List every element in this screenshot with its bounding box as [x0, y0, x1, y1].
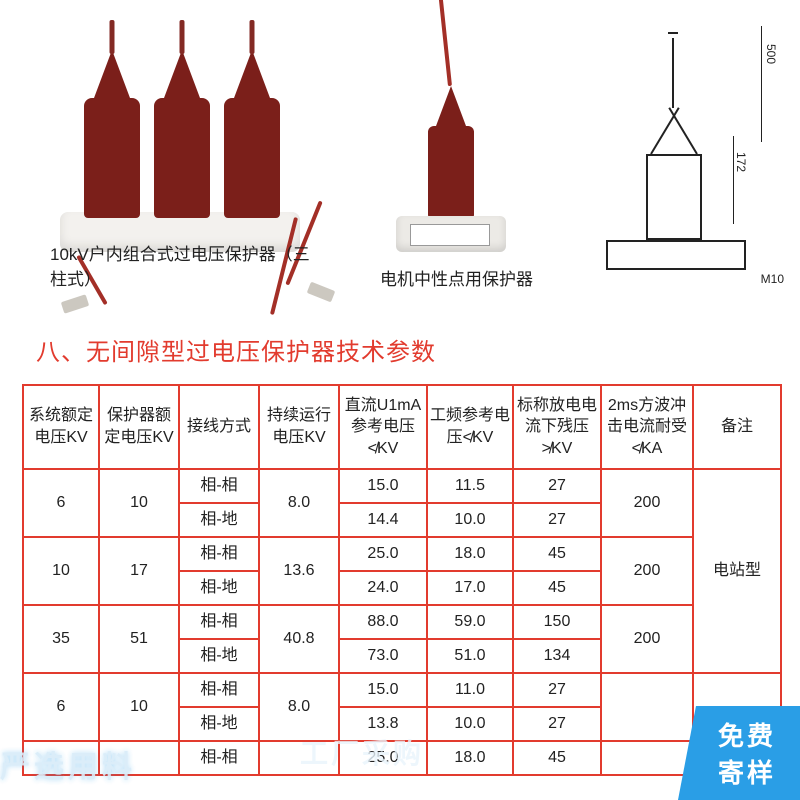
spec-table: 系统额定电压KV保护器额定电压KV接线方式持续运行电压KV直流U1mA参考电压≮…: [22, 384, 782, 776]
dim-label: 500: [764, 44, 778, 64]
watermark-mid: 工厂采购: [300, 732, 424, 772]
table-header-cell: 工频参考电压≮KV: [427, 385, 513, 469]
table-cell: 11.5: [427, 469, 513, 503]
table-cell: 59.0: [427, 605, 513, 639]
table-cell: 相-地: [179, 707, 259, 741]
product-drawing: 500 172 M10: [580, 20, 780, 310]
table-header-cell: 系统额定电压KV: [23, 385, 99, 469]
table-cell: 6: [23, 469, 99, 537]
table-cell: 200: [601, 537, 693, 605]
arrester-column: [224, 98, 280, 218]
table-row: 1017相-相13.625.018.045200: [23, 537, 781, 571]
table-cell: 73.0: [339, 639, 427, 673]
table-body: 610相-相8.015.011.527200电站型相-地14.410.02710…: [23, 469, 781, 775]
table-header-cell: 持续运行电压KV: [259, 385, 339, 469]
table-cell: 35: [23, 605, 99, 673]
lead-wire: [437, 0, 452, 86]
table-cell: 25.0: [339, 537, 427, 571]
table-row: 3551相-相40.888.059.0150200: [23, 605, 781, 639]
dim-line: [761, 26, 762, 142]
table-cell: 18.0: [427, 741, 513, 775]
table-cell: 相-相: [179, 537, 259, 571]
table-cell: 45: [513, 571, 601, 605]
table-cell: 相-相: [179, 741, 259, 775]
drawing-body: [646, 154, 702, 240]
dim-label: M10: [761, 272, 784, 286]
table-cell: 8.0: [259, 469, 339, 537]
table-cell: [601, 741, 693, 775]
table-cell: 13.6: [259, 537, 339, 605]
table-cell: 10.0: [427, 707, 513, 741]
table-cell: 27: [513, 707, 601, 741]
caption-middle: 电机中性点用保护器: [380, 265, 533, 290]
table-cell: 24.0: [339, 571, 427, 605]
table-cell: 相-相: [179, 605, 259, 639]
cable-lug: [61, 294, 89, 313]
table-cell: 10: [99, 469, 179, 537]
product-left: 10kV户内组合式过电压保护器（三柱式）: [50, 20, 320, 300]
drawing-cone-outline: [646, 108, 702, 154]
ribbon-bottom-line1: 免费: [718, 716, 776, 753]
table-cell: [601, 673, 693, 741]
table-cell: 相-地: [179, 503, 259, 537]
table-cell: 134: [513, 639, 601, 673]
arrester-column: [84, 98, 140, 218]
arrester-column: [154, 98, 210, 218]
table-row: 610相-相8.015.011.027: [23, 673, 781, 707]
table-cell: 6: [23, 673, 99, 741]
table-cell: 200: [601, 605, 693, 673]
watermark-left: 严选用料: [0, 742, 136, 786]
table-cell: 17.0: [427, 571, 513, 605]
table-cell: 11.0: [427, 673, 513, 707]
table-cell: 相-相: [179, 469, 259, 503]
ribbon-bottom-line2: 寄样: [718, 753, 776, 790]
table-cell: 45: [513, 537, 601, 571]
table-row: 610相-相8.015.011.527200电站型: [23, 469, 781, 503]
table-cell: 15.0: [339, 469, 427, 503]
table-cell: 8.0: [259, 673, 339, 741]
table-cell: 27: [513, 673, 601, 707]
table-cell: 相-相: [179, 673, 259, 707]
table-cell: 150: [513, 605, 601, 639]
table-cell: 40.8: [259, 605, 339, 673]
table-cell: 10: [23, 537, 99, 605]
product-middle: 电机中性点用保护器: [350, 40, 550, 300]
table-cell: 14.4: [339, 503, 427, 537]
table-cell: 相-地: [179, 639, 259, 673]
table-cell: 88.0: [339, 605, 427, 639]
table-header-cell: 2ms方波冲击电流耐受≮KA: [601, 385, 693, 469]
drawing-stem: [672, 38, 674, 108]
table-header-cell: 保护器额定电压KV: [99, 385, 179, 469]
table-cell: 45: [513, 741, 601, 775]
dim-line: [733, 136, 734, 224]
table-cell: 15.0: [339, 673, 427, 707]
table-cell: 10: [99, 673, 179, 741]
table-cell: 27: [513, 503, 601, 537]
table-header-cell: 接线方式: [179, 385, 259, 469]
nameplate: [410, 224, 490, 246]
section-title: 八、无间隙型过电压保护器技术参数: [36, 332, 436, 367]
drawing-base: [606, 240, 746, 270]
table-header-cell: 直流U1mA参考电压≮KV: [339, 385, 427, 469]
table-cell: 18.0: [427, 537, 513, 571]
table-header-cell: 标称放电电流下残压≯KV: [513, 385, 601, 469]
table-cell: 51.0: [427, 639, 513, 673]
table-cell-remark: 电站型: [693, 469, 781, 673]
table-cell: 27: [513, 469, 601, 503]
table-cell: 51: [99, 605, 179, 673]
table-cell: 17: [99, 537, 179, 605]
product-photo-area: 10kV户内组合式过电压保护器（三柱式） 电机中性点用保护器 500 172 M…: [0, 0, 800, 320]
table-header-row: 系统额定电压KV保护器额定电压KV接线方式持续运行电压KV直流U1mA参考电压≮…: [23, 385, 781, 469]
table-cell: 10.0: [427, 503, 513, 537]
arrester-column: [428, 126, 474, 218]
table-header-cell: 备注: [693, 385, 781, 469]
caption-left: 10kV户内组合式过电压保护器（三柱式）: [50, 240, 320, 290]
table-cell: 200: [601, 469, 693, 537]
table-cell: 相-地: [179, 571, 259, 605]
ribbon-bottom: 免费 寄样: [678, 706, 800, 800]
dim-label: 172: [734, 152, 748, 172]
